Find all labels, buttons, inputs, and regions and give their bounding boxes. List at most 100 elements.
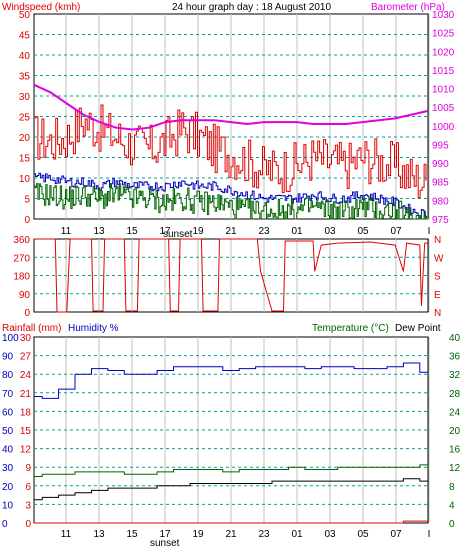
rain-tick-label: 30: [20, 333, 32, 344]
baro-tick-label: 1015: [432, 66, 455, 77]
humidity-tick-label: 60: [2, 407, 14, 418]
compass-tick-label: E: [434, 290, 441, 301]
baro-tick-label: 995: [432, 140, 449, 151]
temperature-tick-label: 16: [449, 445, 461, 456]
wind-tick-label: 20: [19, 133, 31, 144]
rain-tick-label: 18: [20, 407, 32, 418]
x-tick-label: 11: [61, 529, 72, 540]
compass-tick-label: W: [434, 253, 444, 264]
windspeed-axis-label: Windspeed (kmh): [2, 2, 80, 13]
direction-tick-label: 180: [13, 272, 30, 283]
x-tick-label: 03: [324, 226, 336, 237]
x-tick-label: 21: [225, 529, 237, 540]
direction-tick-label: 90: [19, 290, 31, 301]
wind-tick-label: 50: [19, 10, 31, 21]
series-rainfall-line: [34, 520, 428, 524]
compass-tick-label: S: [434, 272, 441, 283]
compass-tick-label: N: [434, 235, 441, 246]
temperature-tick-label: 20: [449, 426, 461, 437]
rain-tick-label: 0: [25, 519, 31, 530]
x-tick-label: 07: [390, 226, 402, 237]
direction-tick-label: 360: [13, 235, 30, 246]
baro-tick-label: 1030: [432, 10, 455, 21]
rain-tick-label: 6: [25, 482, 31, 493]
baro-tick-label: 1010: [432, 85, 455, 96]
x-tick-label: 03: [324, 529, 336, 540]
x-tick-label: 01: [291, 226, 303, 237]
x-tick-label: 11: [61, 226, 72, 237]
rain-tick-label: 12: [20, 445, 32, 456]
baro-tick-label: 1005: [432, 103, 455, 114]
rain-tick-label: 21: [20, 389, 32, 400]
humidity-tick-label: 0: [2, 519, 8, 530]
x-tick-label: 07: [390, 529, 402, 540]
rain-tick-label: 9: [25, 463, 31, 474]
sunset-label-top: sunset: [163, 229, 193, 240]
compass-tick-label: N: [434, 308, 441, 319]
x-tick-label: 23: [258, 226, 270, 237]
humidity-axis-label: Humidity %: [68, 323, 119, 334]
humidity-tick-label: 30: [2, 463, 14, 474]
wind-tick-label: 5: [24, 195, 30, 206]
wind-tick-label: 10: [19, 174, 31, 185]
x-tick-label: 19: [192, 529, 204, 540]
humidity-tick-label: 70: [2, 389, 14, 400]
temperature-tick-label: 28: [449, 389, 461, 400]
temperature-axis-label: Temperature (°C): [312, 323, 389, 334]
baro-tick-label: 975: [432, 215, 449, 226]
x-tick-label: 17: [159, 529, 171, 540]
wind-tick-label: 15: [19, 154, 31, 165]
sunset-label-bottom: sunset: [150, 538, 180, 549]
series-direction-line: [34, 238, 428, 313]
humidity-tick-label: 80: [2, 370, 14, 381]
x-tick-label: 17: [159, 226, 171, 237]
rain-tick-label: 24: [20, 370, 32, 381]
x-tick-label: 21: [225, 226, 237, 237]
humidity-tick-label: 20: [2, 482, 14, 493]
humidity-tick-label: 10: [2, 500, 14, 511]
temperature-tick-label: 8: [449, 482, 455, 493]
dewpoint-axis-label: Dew Point: [395, 323, 441, 334]
series-temperature-line: [34, 464, 428, 477]
x-tick-label: 13: [93, 529, 105, 540]
baro-tick-label: 1020: [432, 47, 455, 58]
humidity-tick-label: 40: [2, 445, 14, 456]
baro-tick-label: 1025: [432, 29, 455, 40]
humidity-tick-label: 100: [2, 333, 19, 344]
wind-tick-label: 40: [19, 51, 31, 62]
x-tick-label: I: [428, 226, 431, 237]
baro-tick-label: 1000: [432, 122, 455, 133]
humidity-tick-label: 90: [2, 352, 14, 363]
rain-tick-label: 3: [25, 500, 31, 511]
humidity-tick-label: 50: [2, 426, 14, 437]
temperature-tick-label: 32: [449, 370, 461, 381]
temperature-tick-label: 0: [449, 519, 455, 530]
baro-tick-label: 990: [432, 159, 449, 170]
wind-tick-label: 35: [19, 72, 31, 83]
x-tick-label: I: [428, 529, 431, 540]
rainfall-axis-label: Rainfall (mm): [2, 323, 61, 334]
temperature-tick-label: 24: [449, 407, 461, 418]
x-tick-label: 23: [258, 529, 270, 540]
x-tick-label: 15: [126, 226, 138, 237]
baro-tick-label: 980: [432, 196, 449, 207]
rain-tick-label: 27: [20, 352, 32, 363]
series-pressure-line: [33, 83, 429, 131]
x-tick-label: 19: [192, 226, 204, 237]
x-tick-label: 01: [291, 529, 303, 540]
temperature-tick-label: 12: [449, 463, 461, 474]
x-tick-label: 05: [357, 226, 369, 237]
barometer-axis-label: Barometer (hPa): [371, 2, 445, 13]
direction-tick-label: 0: [24, 308, 30, 319]
rain-tick-label: 15: [20, 426, 32, 437]
x-tick-label: 05: [357, 529, 369, 540]
wind-tick-label: 45: [19, 31, 31, 42]
baro-tick-label: 985: [432, 178, 449, 189]
series-dew-point-line: [34, 478, 428, 501]
temperature-tick-label: 36: [449, 352, 461, 363]
temperature-tick-label: 40: [449, 333, 461, 344]
series-gust-line: [34, 104, 427, 199]
x-tick-label: 15: [126, 529, 138, 540]
series-humidity-line: [34, 362, 428, 399]
